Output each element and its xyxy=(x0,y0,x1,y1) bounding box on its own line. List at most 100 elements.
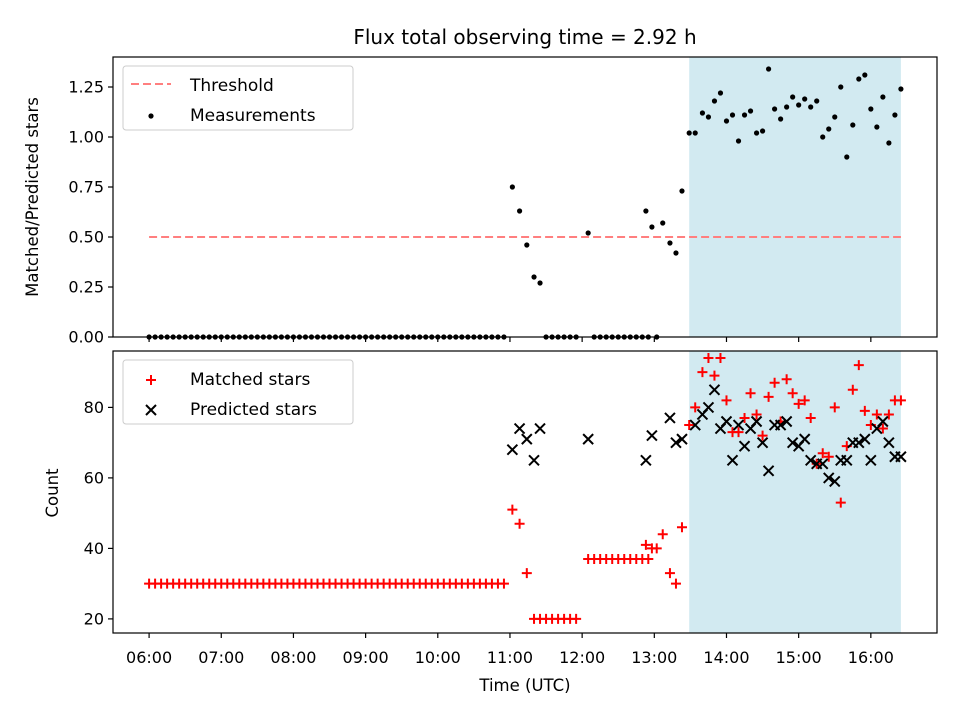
x-tick-label: 13:00 xyxy=(631,648,677,667)
matched-star-point xyxy=(829,402,840,413)
predicted-star-point xyxy=(786,436,799,449)
predicted-star-point xyxy=(841,454,853,466)
measurement-point xyxy=(880,94,886,100)
predicted-star-point xyxy=(646,429,658,442)
predicted-star-point xyxy=(853,436,865,449)
bottom-panel: 20 40 60 80 06:00 07:00 08:00 09:00 10:00 11:00 12… xyxy=(84,350,938,667)
measurement-point xyxy=(705,114,712,120)
predicted-star-point xyxy=(521,433,533,445)
measurement-point xyxy=(759,128,766,134)
measurement-point xyxy=(802,96,808,102)
predicted-star-point xyxy=(708,384,721,396)
x-tick-label: 15:00 xyxy=(776,648,822,667)
measurement-point xyxy=(772,106,778,112)
legend: Threshold Measurements xyxy=(122,65,354,131)
legend-predicted-swatch xyxy=(145,404,157,416)
x-tick-label: 14:00 xyxy=(703,648,749,667)
matched-star-point xyxy=(697,367,708,378)
matched-star-point xyxy=(670,578,681,589)
predicted-star-point xyxy=(702,401,715,414)
measurement-point xyxy=(898,86,904,92)
y-tick-label: 0.75 xyxy=(68,178,104,197)
matched-star-point xyxy=(676,522,687,533)
predicted-star-point xyxy=(582,433,594,445)
matched-star-point xyxy=(721,395,732,406)
predicted-star-point xyxy=(829,475,841,488)
measurement-point xyxy=(856,76,862,82)
predicted-star-point xyxy=(689,419,701,431)
y-tick-label: 1.00 xyxy=(68,128,104,147)
matched-star-point xyxy=(733,427,744,438)
matched-star-point xyxy=(787,388,798,399)
legend-box xyxy=(122,359,354,425)
predicted-star-point xyxy=(780,415,793,428)
measurement-point xyxy=(765,66,772,72)
legend-label: Predicted stars xyxy=(190,400,317,420)
predicted-star-point xyxy=(774,419,787,431)
x-tick-label: 12:00 xyxy=(559,648,605,667)
predicted-star-point xyxy=(513,422,526,435)
matched-star-point xyxy=(651,543,662,554)
measurement-point xyxy=(850,122,856,128)
measurement-point xyxy=(826,126,832,132)
measurement-point xyxy=(735,138,742,144)
matched-star-point xyxy=(657,529,668,540)
predicted-star-point xyxy=(895,451,907,463)
x-tick-label: 08:00 xyxy=(270,648,316,667)
predicted-star-point xyxy=(756,436,769,449)
measurement-point xyxy=(686,130,692,136)
y-axis-label-bottom: Count xyxy=(43,468,62,518)
matched-star-point xyxy=(835,497,846,508)
measurement-point xyxy=(699,110,706,116)
y-tick-label: 60 xyxy=(84,468,104,487)
measurement-point xyxy=(660,220,666,226)
matched-star-point xyxy=(715,353,726,364)
y-tick-label: 1.25 xyxy=(68,78,104,97)
measurement-point xyxy=(531,274,537,280)
predicted-star-point xyxy=(640,454,652,466)
measurement-point xyxy=(844,154,850,160)
measurement-point xyxy=(729,112,736,118)
matched-star-point xyxy=(781,374,792,385)
legend-measurement-swatch xyxy=(148,113,154,119)
measurement-point xyxy=(892,112,898,118)
measurement-point xyxy=(796,102,802,108)
measurement-point xyxy=(679,188,685,194)
x-tick-label: 09:00 xyxy=(343,648,389,667)
predicted-star-point xyxy=(738,440,751,452)
x-tick-label: 10:00 xyxy=(415,648,461,667)
matched-star-point xyxy=(871,409,882,420)
y-tick-label: 80 xyxy=(84,398,104,417)
matched-star-point xyxy=(684,420,695,431)
y-tick-label: 20 xyxy=(84,609,104,628)
matched-star-point xyxy=(507,504,518,515)
measurement-point xyxy=(524,242,530,248)
predicted-star-point xyxy=(817,458,829,470)
matched-star-point xyxy=(883,409,894,420)
matched-star-point xyxy=(805,412,816,423)
x-axis-label: Time (UTC) xyxy=(478,676,570,695)
matched-star-point xyxy=(690,402,701,413)
measurement-point xyxy=(585,230,591,236)
predicted-star-point xyxy=(720,415,733,428)
matched-star-point xyxy=(769,377,780,388)
matched-star-point xyxy=(751,409,762,420)
matched-star-point xyxy=(799,395,810,406)
matched-star-point xyxy=(745,388,756,399)
matched-star-point xyxy=(643,553,654,564)
measurement-point xyxy=(516,208,523,214)
x-tick-label: 11:00 xyxy=(487,648,533,667)
measurement-point xyxy=(723,118,730,124)
measurement-point xyxy=(778,116,784,122)
measurement-point xyxy=(808,104,814,110)
matched-star-point xyxy=(793,398,804,409)
measurement-point xyxy=(753,130,760,136)
x-tick-label: 07:00 xyxy=(198,648,244,667)
measurement-point xyxy=(832,114,838,120)
predicted-star-point xyxy=(823,472,835,484)
y-tick-label: 0.25 xyxy=(68,278,104,297)
predicted-star-point xyxy=(798,433,811,445)
matched-star-point xyxy=(817,448,828,459)
matched-star-point xyxy=(703,353,714,364)
